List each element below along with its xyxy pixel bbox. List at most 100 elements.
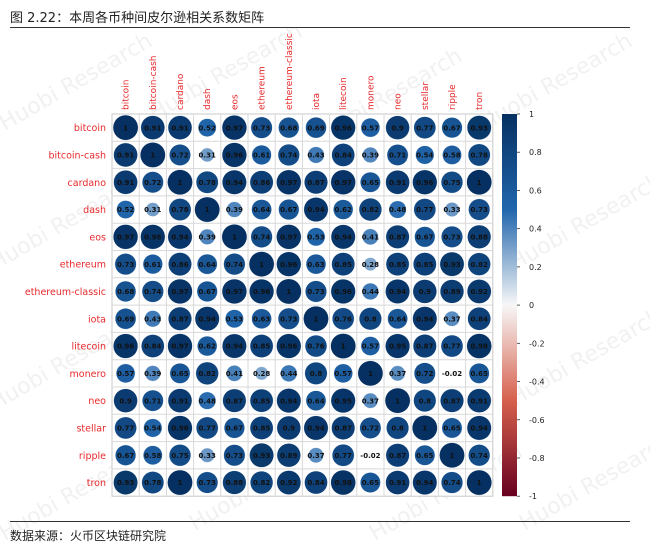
correlation-value-label: 0.67 bbox=[117, 452, 134, 460]
colorbar-tick-label: -0.2 bbox=[529, 339, 545, 348]
correlation-circle bbox=[276, 333, 302, 359]
correlation-circle bbox=[413, 198, 437, 221]
correlation-value-label: 0.89 bbox=[280, 452, 297, 460]
correlation-value-label: 0.67 bbox=[199, 288, 216, 296]
correlation-circle bbox=[304, 470, 328, 495]
correlation-value-label: 0.54 bbox=[416, 152, 433, 160]
correlation-circle bbox=[333, 363, 353, 384]
correlation-circle bbox=[197, 335, 218, 357]
correlation-value-label: 1 bbox=[395, 397, 400, 405]
correlation-value-label: 0.73 bbox=[199, 479, 216, 487]
correlation-value-label: 0.52 bbox=[117, 206, 134, 214]
correlation-circle bbox=[385, 224, 410, 249]
correlation-circle bbox=[114, 416, 137, 440]
correlation-circle bbox=[249, 388, 274, 413]
correlation-circle bbox=[249, 416, 274, 440]
correlation-circle bbox=[254, 366, 269, 381]
correlation-circle bbox=[332, 307, 355, 330]
correlation-circle bbox=[276, 169, 302, 195]
column-label: litecoin bbox=[339, 77, 349, 110]
correlation-value-label: 0.57 bbox=[362, 343, 379, 351]
colorbar-tick-label: -0.4 bbox=[529, 378, 545, 387]
row-label: dash bbox=[83, 205, 106, 216]
source-note: 数据来源：火币区块链研究院 bbox=[10, 529, 167, 543]
correlation-value-label: 0.74 bbox=[471, 452, 488, 460]
correlation-circle bbox=[140, 115, 166, 140]
correlation-value-label: 0.94 bbox=[416, 315, 433, 323]
figure-title: 图 2.22：本周各币种间皮尔逊相关系数矩阵 bbox=[10, 11, 265, 26]
correlation-value-label: 0.75 bbox=[443, 179, 460, 187]
column-label: stellar bbox=[421, 82, 431, 110]
correlation-value-label: 0.85 bbox=[253, 425, 270, 433]
correlation-value-label: 0.75 bbox=[171, 452, 188, 460]
correlation-circle bbox=[223, 417, 245, 439]
correlation-value-label: 0.82 bbox=[199, 370, 216, 378]
correlation-circle bbox=[167, 415, 193, 441]
column-label: bitcoin bbox=[122, 80, 132, 110]
correlation-circle bbox=[412, 306, 438, 332]
correlation-circle bbox=[199, 147, 215, 163]
correlation-value-label: 0.48 bbox=[199, 397, 216, 405]
correlation-value-label: 0.78 bbox=[471, 152, 488, 160]
correlation-circle bbox=[249, 334, 274, 358]
correlation-value-label: 0.85 bbox=[389, 261, 406, 269]
correlation-value-label: 0.94 bbox=[471, 425, 488, 433]
correlation-circle bbox=[411, 415, 438, 441]
correlation-circle bbox=[358, 307, 382, 331]
correlation-circle bbox=[141, 334, 165, 358]
correlation-circle bbox=[466, 279, 492, 304]
correlation-circle bbox=[306, 227, 326, 247]
correlation-circle bbox=[169, 362, 191, 384]
correlation-circle bbox=[195, 416, 219, 440]
correlation-circle bbox=[304, 361, 328, 385]
correlation-circle bbox=[441, 117, 463, 139]
correlation-value-label: 0.87 bbox=[443, 397, 460, 405]
correlation-value-label: 1 bbox=[178, 479, 183, 487]
correlation-circle bbox=[468, 444, 491, 467]
correlation-value-label: 0.37 bbox=[307, 452, 324, 460]
correlation-circle bbox=[143, 418, 163, 438]
correlation-circle bbox=[440, 471, 464, 494]
correlation-value-label: 0.82 bbox=[253, 479, 270, 487]
row-label: iota bbox=[88, 314, 106, 325]
correlation-value-label: 0.9 bbox=[391, 124, 404, 132]
colorbar-tick-label: 0 bbox=[529, 301, 534, 310]
row-label: stellar bbox=[76, 423, 106, 434]
correlation-value-label: 0.85 bbox=[335, 261, 352, 269]
correlation-value-label: 0.74 bbox=[226, 261, 243, 269]
correlation-value-label: 0.63 bbox=[253, 315, 270, 323]
correlation-circle bbox=[276, 415, 301, 441]
colorbar-tick-label: 0.8 bbox=[529, 148, 542, 157]
correlation-circle bbox=[303, 305, 329, 332]
correlation-value-label: 0.82 bbox=[362, 206, 379, 214]
correlation-circle bbox=[388, 200, 407, 219]
correlation-circle bbox=[359, 417, 382, 439]
correlation-value-label: 0.94 bbox=[226, 343, 243, 351]
correlation-value-label: 0.73 bbox=[307, 288, 324, 296]
correlation-circle bbox=[305, 253, 327, 275]
row-label: bitcoin bbox=[74, 123, 106, 134]
correlation-value-label: 0.96 bbox=[416, 179, 433, 187]
correlation-value-label: 0.72 bbox=[171, 152, 188, 160]
correlation-circle bbox=[140, 224, 166, 250]
correlation-circle bbox=[113, 142, 138, 168]
correlation-value-label: 0.39 bbox=[199, 233, 216, 241]
correlation-circle bbox=[251, 308, 272, 329]
correlation-circle bbox=[223, 444, 246, 467]
correlation-value-label: 1 bbox=[178, 179, 183, 187]
correlation-value-label: 0.65 bbox=[416, 452, 433, 460]
correlation-value-label: 0.8 bbox=[391, 425, 404, 433]
correlation-value-label: 0.87 bbox=[171, 315, 188, 323]
correlation-circle bbox=[331, 252, 356, 276]
correlation-circle bbox=[439, 442, 465, 469]
row-label: ripple bbox=[79, 451, 106, 462]
correlation-value-label: 0.67 bbox=[226, 425, 243, 433]
correlation-value-label: 0.85 bbox=[253, 343, 270, 351]
correlation-value-label: 0.96 bbox=[280, 261, 297, 269]
correlation-circle bbox=[360, 472, 381, 493]
correlation-circle bbox=[251, 199, 272, 220]
correlation-circle bbox=[466, 415, 492, 441]
correlation-circle bbox=[440, 334, 464, 358]
row-label: litecoin bbox=[71, 342, 106, 353]
correlation-circle bbox=[196, 280, 218, 302]
